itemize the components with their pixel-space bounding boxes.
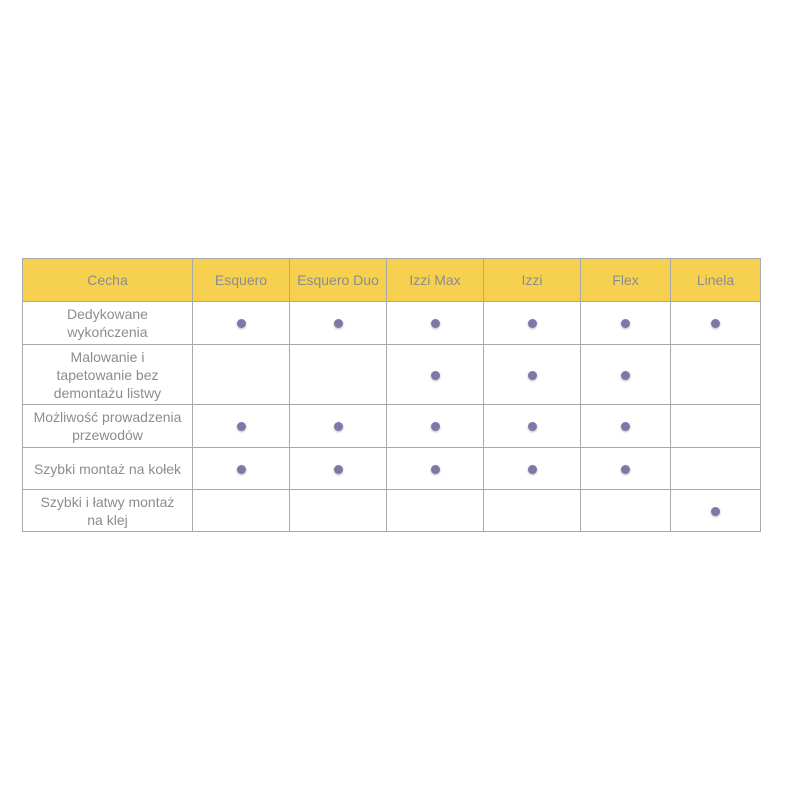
column-header: Izzi Max — [386, 258, 484, 302]
bullet-dot-icon — [711, 506, 720, 516]
column-header: Esquero — [192, 258, 290, 302]
bullet-dot-icon — [236, 319, 246, 328]
column-header: Esquero Duo — [289, 258, 387, 302]
feature-cell — [670, 404, 761, 448]
feature-cell — [670, 447, 761, 490]
feature-cell — [670, 301, 761, 345]
feature-cell — [386, 344, 484, 405]
feature-cell — [483, 344, 581, 405]
feature-cell — [670, 489, 761, 532]
feature-label: Szybki i łatwy montaż na klej — [22, 489, 193, 532]
feature-cell — [289, 489, 387, 532]
feature-cell — [580, 489, 671, 532]
bullet-dot-icon — [430, 422, 440, 431]
bullet-dot-icon — [236, 422, 246, 431]
table-row: Dedykowane wykończenia — [22, 301, 761, 345]
feature-cell — [192, 404, 290, 448]
feature-cell — [289, 447, 387, 490]
column-header: Linela — [670, 258, 761, 302]
bullet-dot-icon — [430, 319, 440, 328]
feature-cell — [386, 447, 484, 490]
table-row: Malowanie i tapetowanie bez demontażu li… — [22, 344, 761, 405]
feature-cell — [192, 489, 290, 532]
feature-cell — [386, 404, 484, 448]
feature-cell — [580, 447, 671, 490]
feature-cell — [289, 344, 387, 405]
bullet-dot-icon — [333, 422, 343, 431]
bullet-dot-icon — [527, 370, 537, 380]
feature-cell — [289, 404, 387, 448]
feature-cell — [192, 301, 290, 345]
feature-cell — [192, 447, 290, 490]
bullet-dot-icon — [621, 464, 630, 474]
bullet-dot-icon — [527, 464, 537, 474]
table-row: Możliwość prowadzenia przewodów — [22, 404, 761, 448]
bullet-dot-icon — [621, 422, 630, 431]
feature-cell — [483, 489, 581, 532]
bullet-dot-icon — [430, 370, 440, 380]
column-header: Flex — [580, 258, 671, 302]
bullet-dot-icon — [333, 464, 343, 474]
feature-label: Malowanie i tapetowanie bez demontażu li… — [22, 344, 193, 405]
feature-cell — [670, 344, 761, 405]
feature-cell — [483, 301, 581, 345]
bullet-dot-icon — [621, 370, 630, 380]
bullet-dot-icon — [621, 319, 630, 328]
feature-label: Dedykowane wykończenia — [22, 301, 193, 345]
feature-label: Szybki montaż na kołek — [22, 447, 193, 490]
bullet-dot-icon — [527, 422, 537, 431]
bullet-dot-icon — [527, 319, 537, 328]
bullet-dot-icon — [711, 319, 720, 328]
header-row: Cecha Esquero Esquero Duo Izzi Max Izzi Flex L… — [22, 258, 761, 302]
feature-cell — [386, 301, 484, 345]
feature-cell — [483, 447, 581, 490]
feature-cell — [483, 404, 581, 448]
table-row: Szybki montaż na kołek — [22, 447, 761, 490]
feature-cell — [580, 344, 671, 405]
column-header: Cecha — [22, 258, 193, 302]
feature-cell — [192, 344, 290, 405]
bullet-dot-icon — [236, 464, 246, 474]
bullet-dot-icon — [430, 464, 440, 474]
comparison-table: Cecha Esquero Esquero Duo Izzi Max Izzi Flex L… — [22, 258, 761, 532]
feature-label: Możliwość prowadzenia przewodów — [22, 404, 193, 448]
bullet-dot-icon — [333, 319, 343, 328]
column-header: Izzi — [483, 258, 581, 302]
feature-cell — [580, 301, 671, 345]
table-row: Szybki i łatwy montaż na klej — [22, 489, 761, 532]
feature-cell — [386, 489, 484, 532]
feature-cell — [580, 404, 671, 448]
feature-cell — [289, 301, 387, 345]
